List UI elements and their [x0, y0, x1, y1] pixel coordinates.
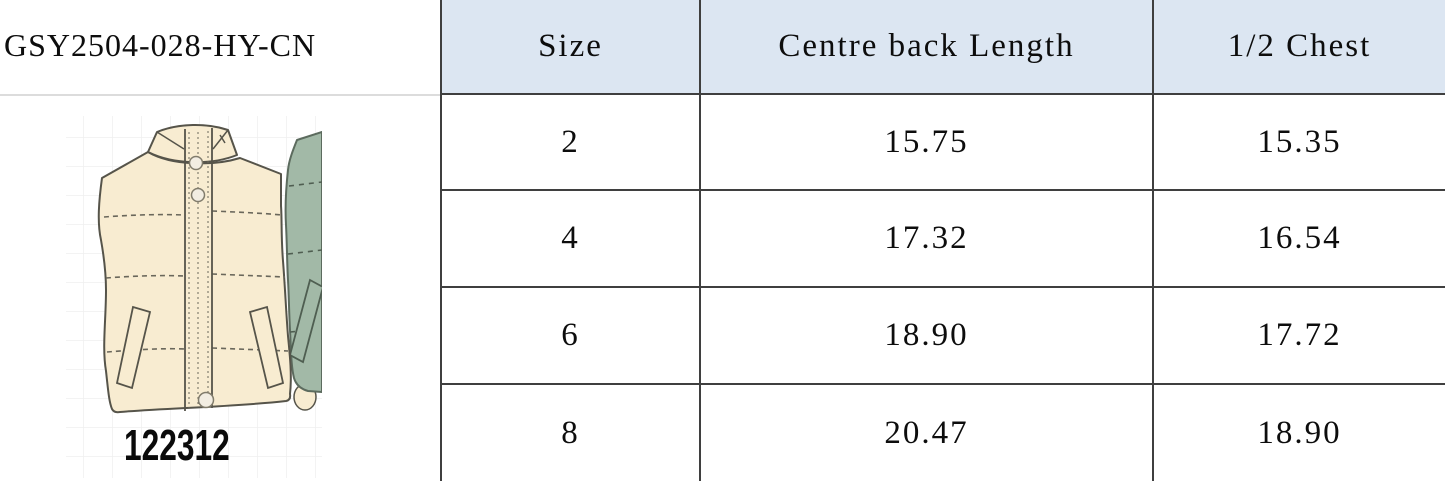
header-cell-size: Size	[442, 0, 701, 95]
puffer-vest-drawing	[97, 123, 292, 414]
top-button	[188, 155, 204, 171]
cell-chest-row4: 18.90	[1257, 414, 1342, 451]
style-number: 122312	[124, 421, 230, 470]
cell-cbl-row2: 17.32	[701, 191, 1154, 288]
left-pocket	[115, 305, 152, 390]
cell-cbl-row1: 15.75	[701, 95, 1154, 191]
right-pocket	[248, 305, 285, 390]
header-cell-half-chest: 1/2 Chest	[1154, 0, 1445, 95]
cell-size-row3: 6	[442, 288, 701, 385]
product-panel: GSY2504-028-HY-CN	[0, 0, 441, 481]
gridline-divider	[0, 94, 441, 96]
cell-cbl-row4: 20.47	[701, 385, 1154, 481]
bottom-button	[197, 391, 215, 409]
second-garment-drawing	[284, 131, 322, 393]
product-code: GSY2504-028-HY-CN	[4, 27, 317, 63]
zip-placket	[184, 128, 213, 411]
cell-cbl-row3: 18.90	[701, 288, 1154, 385]
middle-button	[190, 187, 206, 203]
cell-size-row1: 2	[442, 95, 701, 191]
cell-chest-row2: 16.54	[1154, 191, 1445, 288]
cell-size-row2: 4	[442, 191, 701, 288]
collar	[147, 123, 238, 164]
cell-chest-row1: 15.35	[1154, 95, 1445, 191]
header-cell-centre-back-length: Centre back Length	[701, 0, 1154, 95]
size-chart-table: Size Centre back Length 1/2 Chest 2 15.7…	[440, 0, 1445, 481]
garment-figure: 122312	[54, 108, 322, 481]
vest-illustration	[66, 116, 322, 478]
cell-size-row4: 8	[442, 385, 701, 481]
cell-chest-row3: 17.72	[1154, 288, 1445, 385]
